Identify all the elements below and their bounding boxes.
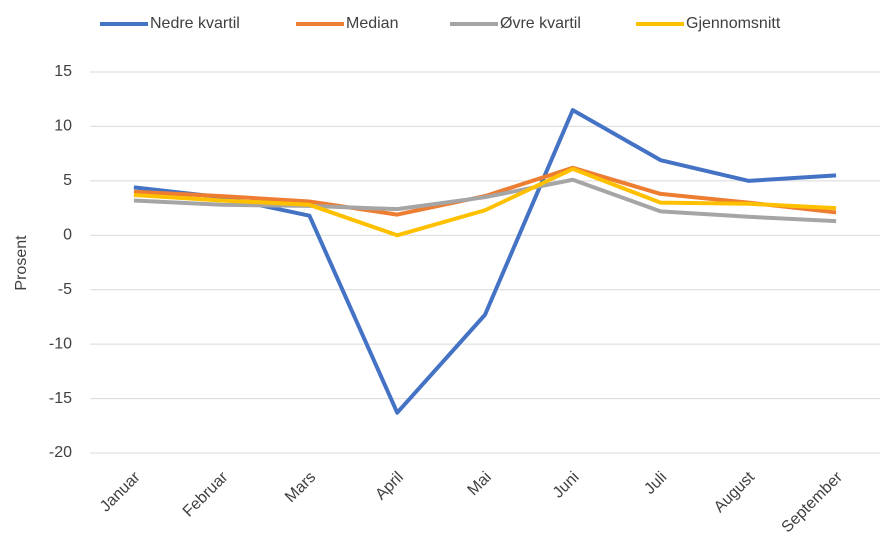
x-tick-label: August xyxy=(711,468,759,516)
legend-label: Øvre kvartil xyxy=(500,15,581,32)
series-line xyxy=(133,108,837,415)
x-tick-label: April xyxy=(372,469,407,504)
legend-label: Median xyxy=(346,15,398,32)
y-tick-label: -15 xyxy=(49,390,72,407)
y-tick-label: 5 xyxy=(63,172,72,189)
y-tick-label: 10 xyxy=(54,118,72,135)
y-axis-label: Prosent xyxy=(13,235,30,291)
y-tick-label: -5 xyxy=(58,281,72,298)
x-tick-label: Juli xyxy=(641,469,670,498)
series-line xyxy=(133,177,837,224)
y-tick-label: 0 xyxy=(63,227,72,244)
x-tick-label: Februar xyxy=(180,468,232,520)
y-tick-label: -10 xyxy=(49,335,72,352)
x-tick-label: Mars xyxy=(282,469,319,506)
x-tick-label: Juni xyxy=(550,469,583,502)
y-tick-label: 15 xyxy=(54,63,72,80)
legend-label: Gjennomsnitt xyxy=(686,15,781,32)
legend-label: Nedre kvartil xyxy=(150,15,240,32)
y-tick-label: -20 xyxy=(49,444,72,461)
series-line xyxy=(133,166,837,238)
x-tick-label: Mai xyxy=(465,469,495,499)
x-tick-label: Januar xyxy=(97,468,144,515)
x-tick-label: September xyxy=(779,468,847,536)
